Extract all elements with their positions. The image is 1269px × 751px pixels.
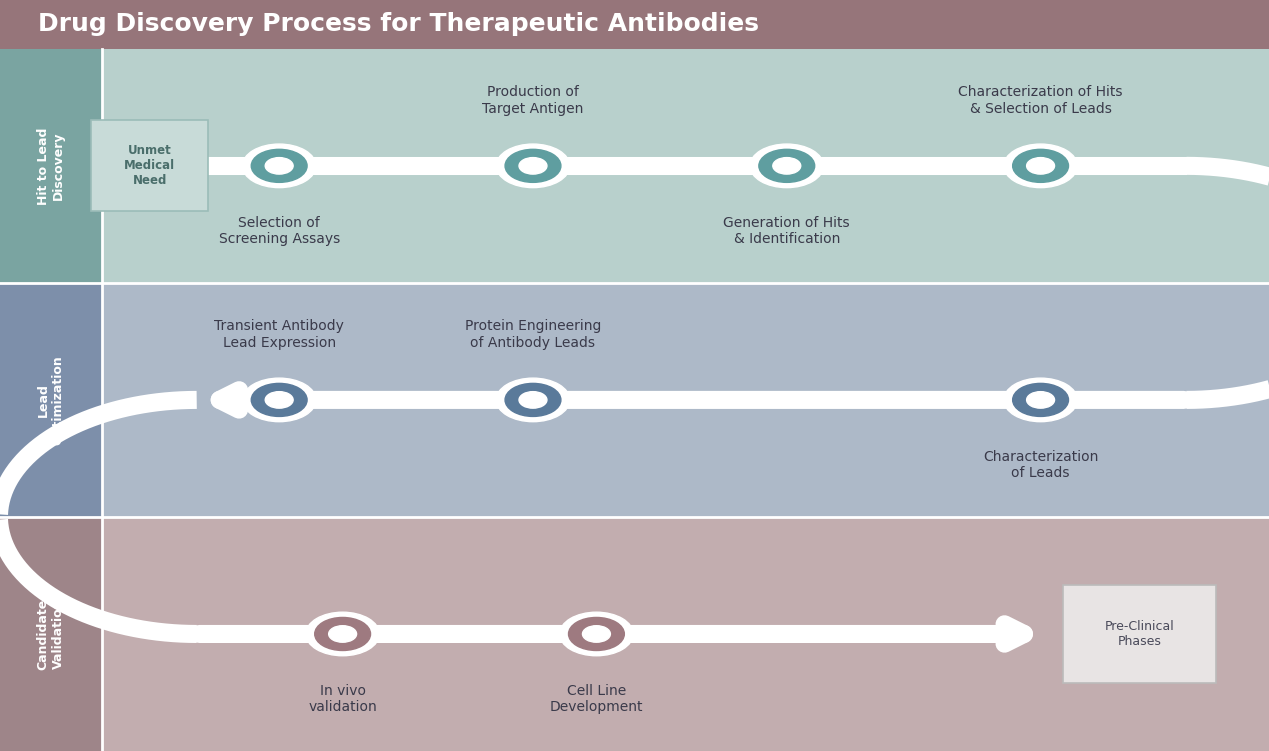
FancyBboxPatch shape: [0, 49, 102, 283]
Text: Characterization of Hits
& Selection of Leads: Characterization of Hits & Selection of …: [958, 86, 1123, 116]
FancyBboxPatch shape: [102, 49, 1269, 283]
Circle shape: [519, 392, 547, 409]
Circle shape: [1004, 379, 1077, 422]
Circle shape: [759, 149, 815, 182]
Text: In vivo
validation: In vivo validation: [308, 684, 377, 714]
Circle shape: [251, 149, 307, 182]
Text: Production of
Target Antigen: Production of Target Antigen: [482, 86, 584, 116]
Circle shape: [1027, 392, 1055, 409]
Circle shape: [773, 158, 801, 174]
FancyBboxPatch shape: [1063, 585, 1216, 683]
Text: Selection of
Screening Assays: Selection of Screening Assays: [218, 216, 340, 246]
Circle shape: [560, 612, 633, 656]
Text: Cell Line
Development: Cell Line Development: [549, 684, 643, 714]
FancyBboxPatch shape: [91, 120, 208, 211]
Text: Lead
Optimization: Lead Optimization: [37, 355, 65, 445]
Circle shape: [1004, 144, 1077, 188]
Text: Protein Engineering
of Antibody Leads: Protein Engineering of Antibody Leads: [464, 319, 602, 350]
FancyBboxPatch shape: [0, 0, 1269, 49]
Text: Pre-Clinical
Phases: Pre-Clinical Phases: [1105, 620, 1174, 648]
Circle shape: [242, 144, 316, 188]
Circle shape: [265, 158, 293, 174]
Circle shape: [329, 626, 357, 642]
FancyBboxPatch shape: [0, 517, 102, 751]
Text: Generation of Hits
& Identification: Generation of Hits & Identification: [723, 216, 850, 246]
Circle shape: [1027, 158, 1055, 174]
Circle shape: [1013, 149, 1068, 182]
Circle shape: [496, 144, 570, 188]
Circle shape: [519, 158, 547, 174]
Text: Candidate
Validation: Candidate Validation: [37, 599, 65, 670]
Circle shape: [265, 392, 293, 409]
Circle shape: [569, 617, 624, 650]
Circle shape: [306, 612, 379, 656]
Text: Drug Discovery Process for Therapeutic Antibodies: Drug Discovery Process for Therapeutic A…: [38, 13, 759, 36]
Text: Hit to Lead
Discovery: Hit to Lead Discovery: [37, 127, 65, 204]
FancyBboxPatch shape: [102, 283, 1269, 517]
Circle shape: [251, 384, 307, 416]
Circle shape: [750, 144, 824, 188]
Text: Characterization
of Leads: Characterization of Leads: [983, 451, 1098, 481]
Circle shape: [505, 384, 561, 416]
Circle shape: [315, 617, 371, 650]
Circle shape: [242, 379, 316, 422]
Circle shape: [582, 626, 610, 642]
Circle shape: [496, 379, 570, 422]
Text: Transient Antibody
Lead Expression: Transient Antibody Lead Expression: [214, 319, 344, 350]
FancyBboxPatch shape: [102, 517, 1269, 751]
FancyBboxPatch shape: [0, 283, 102, 517]
Circle shape: [505, 149, 561, 182]
Text: Unmet
Medical
Need: Unmet Medical Need: [124, 144, 175, 187]
Circle shape: [1013, 384, 1068, 416]
